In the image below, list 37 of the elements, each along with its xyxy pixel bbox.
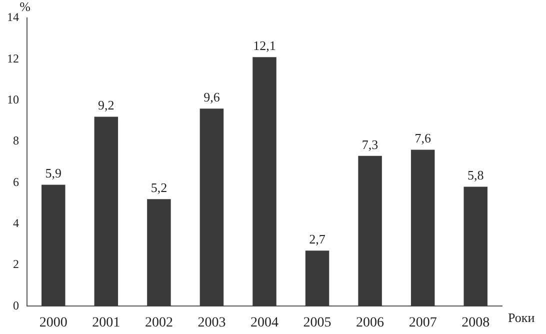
x-tick-label: 2005 [303,315,332,330]
bar [410,150,435,306]
x-tick-label: 2008 [462,315,490,330]
bar [358,156,382,306]
data-label: 2,7 [309,232,326,247]
bar [464,186,488,306]
x-tick-label: 2007 [408,315,437,330]
x-tick-label: 2002 [144,315,173,330]
x-tick-label: 2006 [356,315,384,330]
y-tick-label: 12 [7,51,19,66]
bar [252,57,276,306]
y-tick-label: 6 [13,174,19,189]
y-axis-title: % [20,0,31,14]
data-label: 9,6 [204,90,220,104]
y-tick-label: 4 [13,216,19,230]
data-label: 9,2 [98,98,114,113]
bar [200,108,224,306]
y-tick-label: 14 [7,10,19,24]
y-tick-label: 2 [13,257,19,272]
data-label: 5,8 [467,168,484,183]
y-tick-label: 8 [13,134,19,148]
x-tick-label: 2001 [92,315,120,330]
data-label: 5,9 [45,166,62,181]
x-axis-title: Роки [508,310,535,326]
bar [42,184,66,306]
x-tick-label: 2003 [198,315,226,330]
y-tick-label: 10 [7,92,19,106]
bar [147,199,171,306]
x-tick-label: 2004 [250,315,278,330]
data-label: 7,6 [414,130,432,146]
y-tick-label: 0 [13,298,19,312]
bar [305,250,330,306]
bar [94,116,118,306]
data-label: 12,1 [253,38,276,54]
data-label: 7,3 [362,136,378,152]
data-label: 5,2 [150,180,168,196]
x-tick-label: 2000 [39,315,68,330]
